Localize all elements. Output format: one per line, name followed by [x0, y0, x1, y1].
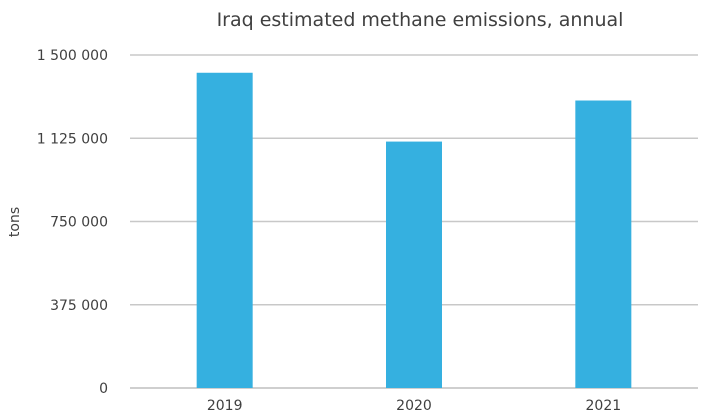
chart-title: Iraq estimated methane emissions, annual — [217, 9, 624, 31]
y-axis-ticks: 0 375 000 750 000 1 125 000 1 500 000 — [37, 48, 108, 397]
y-tick-label: 1 125 000 — [37, 131, 108, 147]
bar-2020 — [386, 141, 442, 388]
bar-2019 — [196, 72, 253, 388]
bars — [196, 72, 632, 388]
y-tick-label: 1 500 000 — [37, 48, 108, 64]
bar-2021 — [575, 100, 632, 388]
y-axis-label: tons — [7, 207, 23, 237]
y-tick-label: 0 — [99, 381, 108, 397]
x-tick-label: 2020 — [396, 398, 432, 414]
x-tick-label: 2021 — [586, 398, 622, 414]
y-tick-label: 750 000 — [50, 215, 108, 231]
y-tick-label: 375 000 — [50, 298, 108, 314]
x-tick-label: 2019 — [207, 398, 243, 414]
x-axis-ticks: 2019 2020 2021 — [207, 398, 621, 414]
